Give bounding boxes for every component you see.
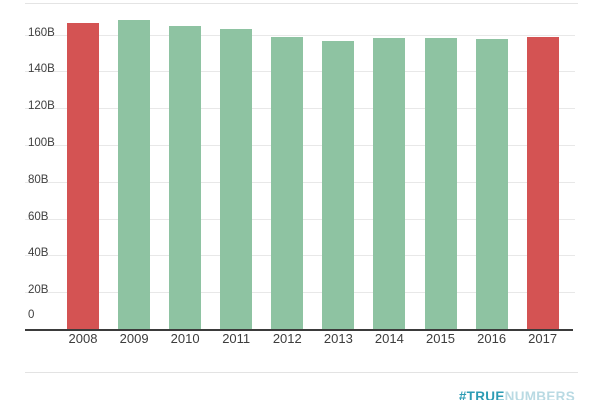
bar-2012 <box>271 37 304 329</box>
y-tick-label-100B: 100B <box>28 137 55 149</box>
y-tick-label-160B: 160B <box>28 26 55 39</box>
y-tick-label-140B: 140B <box>28 63 55 76</box>
x-tick-label-2008: 2008 <box>68 331 98 346</box>
y-tick-label-20B: 20B <box>28 284 49 297</box>
bar-2010 <box>169 26 202 329</box>
watermark-suffix: NUMBERS <box>504 389 575 400</box>
bar-2008 <box>67 23 99 329</box>
x-tick-label-2012: 2012 <box>272 331 302 346</box>
y-tick-label-40B: 40B <box>28 247 49 260</box>
bar-2014 <box>373 38 406 329</box>
bar-2015 <box>424 38 457 329</box>
y-tick-label-120B: 120B <box>28 100 55 113</box>
x-tick-label-2017: 2017 <box>528 331 558 346</box>
bar-2017 <box>526 37 559 329</box>
footer-divider <box>25 372 578 373</box>
x-tick-label-2016: 2016 <box>477 331 507 346</box>
x-tick-label-2009: 2009 <box>119 331 149 346</box>
bar-2013 <box>322 41 355 329</box>
x-tick-label-2015: 2015 <box>426 331 455 346</box>
x-tick-label-2014: 2014 <box>374 331 404 346</box>
bar-2009 <box>118 20 151 329</box>
x-axis-line <box>25 329 573 331</box>
truenumbers-watermark: #TRUENUMBERS <box>459 389 575 400</box>
bar-2016 <box>475 38 508 329</box>
x-tick-label-2013: 2013 <box>323 331 353 346</box>
gridline-160B <box>25 34 575 36</box>
watermark-prefix: #TRUE <box>458 389 505 400</box>
bar-2011 <box>220 28 253 329</box>
y-tick-label-80B: 80B <box>28 173 49 186</box>
y-tick-label-0: 0 <box>28 309 35 321</box>
y-tick-label-60B: 60B <box>28 210 49 223</box>
x-tick-label-2011: 2011 <box>222 331 251 346</box>
chart-top-border <box>25 3 578 4</box>
x-tick-label-2010: 2010 <box>170 331 200 346</box>
